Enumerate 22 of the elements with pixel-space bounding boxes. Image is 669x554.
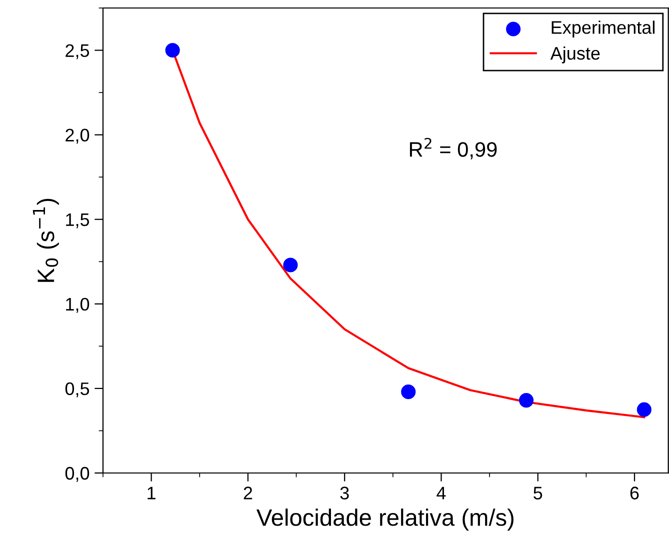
y-axis-title: K$_{0}$ (s$^{−1}$) (32, 198, 59, 282)
legend-label: Ajuste (550, 46, 600, 64)
point (518, 393, 534, 408)
y-tick-label: 2,0 (66, 128, 90, 144)
y-tick-label: 1,5 (66, 213, 90, 228)
y-tick-label: 2,5 (66, 44, 90, 60)
x-tick-label: 3 (340, 486, 349, 500)
annotation: R$^{2}$ = 0,99 (410, 138, 497, 160)
legend-label: Experimental (552, 20, 654, 38)
x-tick-label: 2 (244, 486, 252, 500)
x-tick-label: 5 (534, 486, 542, 500)
y-tick-label: 0,5 (65, 382, 90, 398)
x-tick-label: 4 (436, 486, 446, 500)
point (401, 384, 416, 400)
point (165, 42, 180, 58)
x-tick-label: 6 (630, 486, 639, 500)
point (636, 402, 652, 417)
x-tick-label: 1 (148, 486, 156, 500)
x-axis-title: Velocidade relativa (m/s) (256, 508, 514, 531)
point (283, 258, 298, 272)
y-tick-label: 1,0 (66, 298, 90, 313)
y-tick-label: 0,0 (65, 466, 90, 482)
